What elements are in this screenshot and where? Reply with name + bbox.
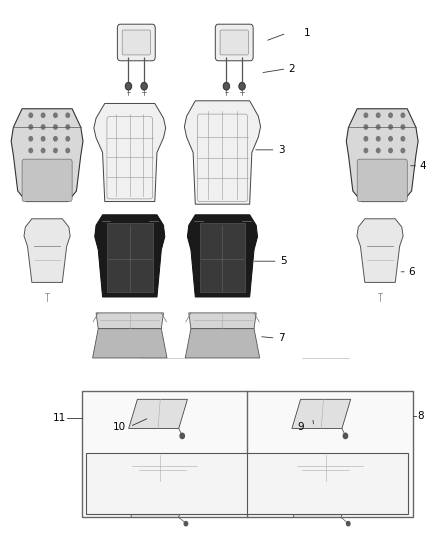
Polygon shape (96, 313, 163, 329)
Bar (82, 391, 413, 517)
Polygon shape (92, 329, 167, 358)
Circle shape (377, 125, 380, 129)
Polygon shape (184, 101, 261, 204)
FancyBboxPatch shape (117, 24, 155, 61)
Polygon shape (95, 215, 165, 297)
Text: 10: 10 (113, 422, 126, 432)
Text: 4: 4 (419, 161, 426, 171)
Polygon shape (284, 481, 354, 507)
Circle shape (29, 125, 32, 129)
Polygon shape (107, 223, 152, 292)
Circle shape (377, 148, 380, 152)
Circle shape (343, 433, 348, 439)
Text: 8: 8 (417, 411, 424, 421)
Circle shape (54, 113, 57, 117)
Polygon shape (357, 219, 403, 282)
Bar (86, 453, 408, 514)
Circle shape (239, 83, 245, 90)
Circle shape (29, 113, 32, 117)
Polygon shape (11, 109, 83, 201)
Text: 7: 7 (278, 333, 284, 343)
Circle shape (66, 136, 70, 141)
Circle shape (389, 148, 392, 152)
Circle shape (364, 148, 367, 152)
Polygon shape (187, 215, 258, 297)
FancyBboxPatch shape (22, 159, 72, 201)
Circle shape (29, 148, 32, 152)
Circle shape (184, 521, 187, 526)
Circle shape (141, 83, 147, 90)
Polygon shape (119, 481, 188, 507)
Polygon shape (289, 455, 363, 481)
Polygon shape (346, 109, 418, 201)
Text: 1: 1 (304, 28, 311, 38)
Circle shape (364, 136, 367, 141)
Circle shape (377, 113, 380, 117)
Circle shape (66, 148, 70, 152)
Circle shape (41, 125, 45, 129)
Text: 5: 5 (280, 256, 286, 266)
Polygon shape (292, 399, 351, 429)
Circle shape (401, 125, 405, 129)
Circle shape (54, 125, 57, 129)
FancyBboxPatch shape (215, 24, 253, 61)
Polygon shape (200, 223, 245, 292)
FancyBboxPatch shape (122, 30, 150, 55)
Circle shape (41, 113, 45, 117)
Circle shape (401, 136, 405, 141)
Circle shape (389, 125, 392, 129)
Circle shape (41, 136, 45, 141)
Text: 9: 9 (297, 422, 304, 432)
Circle shape (223, 83, 230, 90)
Text: 2: 2 (289, 64, 295, 74)
Circle shape (41, 148, 45, 152)
Polygon shape (131, 497, 187, 518)
Polygon shape (123, 455, 197, 481)
Polygon shape (350, 455, 363, 507)
Circle shape (125, 83, 131, 90)
Circle shape (389, 113, 392, 117)
Circle shape (364, 113, 367, 117)
Circle shape (54, 148, 57, 152)
Circle shape (66, 125, 70, 129)
Polygon shape (184, 455, 197, 507)
Circle shape (66, 113, 70, 117)
Text: 3: 3 (278, 145, 284, 155)
Polygon shape (189, 313, 256, 329)
Text: 11: 11 (53, 413, 66, 423)
Circle shape (377, 136, 380, 141)
Circle shape (389, 136, 392, 141)
Circle shape (29, 136, 32, 141)
Text: 6: 6 (408, 267, 415, 277)
Polygon shape (94, 103, 166, 201)
Circle shape (346, 521, 350, 526)
Polygon shape (24, 219, 70, 282)
Circle shape (364, 125, 367, 129)
Polygon shape (185, 329, 260, 358)
Circle shape (401, 113, 405, 117)
Circle shape (54, 136, 57, 141)
FancyBboxPatch shape (220, 30, 248, 55)
Polygon shape (129, 399, 187, 429)
Circle shape (180, 433, 184, 439)
Polygon shape (293, 497, 350, 518)
FancyBboxPatch shape (357, 159, 407, 201)
Circle shape (401, 148, 405, 152)
